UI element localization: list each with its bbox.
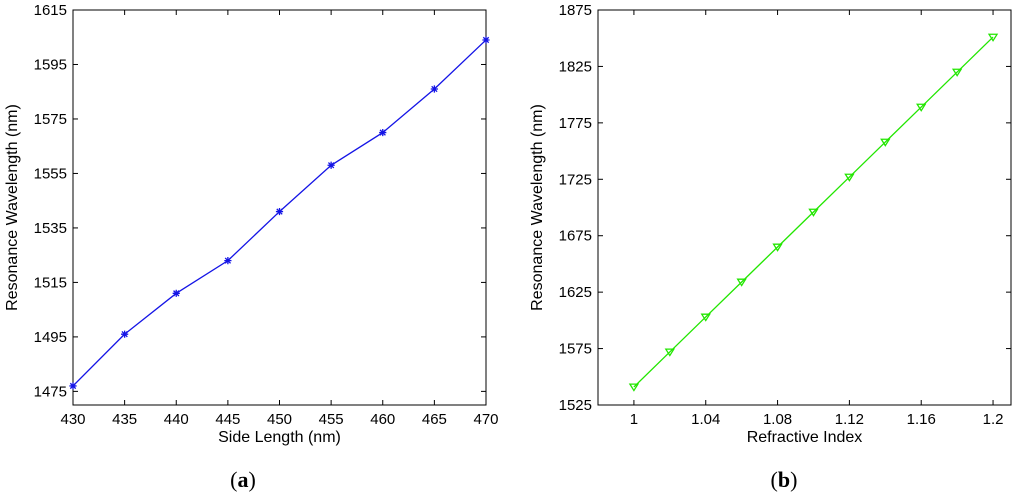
data-point-marker [121, 330, 129, 338]
x-tick-label: 455 [319, 411, 344, 428]
x-axis-label: Side Length (nm) [218, 429, 341, 446]
data-point-marker [951, 68, 963, 77]
data-point-marker [844, 173, 855, 182]
chart-panel-b: 1 1.04 1.08 1.12 1.16 1.2 1525 1575 1625 1675 1725… [529, 2, 1012, 492]
data-point-marker [628, 383, 640, 392]
y-tick-label: 1575 [34, 111, 67, 128]
series-line [633, 36, 994, 388]
data-point-marker [482, 36, 490, 44]
x-tick-label: 450 [267, 411, 292, 428]
y-tick-label: 1675 [559, 228, 592, 245]
x-tick-label: 445 [215, 411, 240, 428]
data-point-marker [700, 313, 711, 322]
y-tick-label: 1535 [34, 220, 67, 237]
x-tick-label: 440 [164, 411, 189, 428]
y-tick-label: 1515 [34, 274, 67, 291]
data-point-marker [172, 289, 180, 297]
y-tick-label: 1525 [559, 397, 592, 414]
y-axis-label: Resonance Wavelength (nm) [4, 104, 21, 311]
data-point-marker [224, 257, 232, 265]
chart-panel-a: 430 435 440 445 450 455 460 465 470 1475 1495 1515 1… [4, 2, 499, 492]
x-tick-label: 1.08 [763, 411, 792, 428]
plot-area-frame [597, 9, 1012, 406]
data-point-marker [327, 161, 335, 169]
y-tick-label: 1725 [559, 171, 592, 188]
x-axis-label: Refractive Index [747, 429, 863, 446]
x-tick-label: 1.04 [691, 411, 720, 428]
x-tick-label: 1.2 [983, 411, 1004, 428]
data-point-marker [275, 207, 284, 216]
x-tick-label: 1.12 [835, 411, 864, 428]
panel-caption: (a) [230, 467, 256, 492]
y-tick-label: 1775 [559, 115, 592, 132]
data-point-marker [808, 208, 819, 217]
y-tick-label: 1575 [559, 341, 592, 358]
y-tick-label: 1875 [559, 2, 592, 19]
x-tick-label: 430 [60, 411, 85, 428]
x-tick-label: 460 [370, 411, 395, 428]
y-tick-label: 1475 [34, 383, 67, 400]
y-tick-label: 1495 [34, 329, 67, 346]
y-tick-label: 1625 [559, 284, 592, 301]
plot-area-frame [72, 9, 487, 406]
x-tick-label: 1.16 [907, 411, 936, 428]
data-point-marker [379, 128, 387, 137]
data-point-marker [664, 348, 675, 357]
data-point-marker [916, 103, 927, 112]
panel-caption: (b) [771, 467, 798, 492]
data-point-marker [987, 33, 999, 42]
data-point-marker [430, 85, 438, 93]
y-tick-label: 1615 [34, 2, 67, 19]
y-axis-label: Resonance Wavelength (nm) [529, 104, 546, 311]
data-point-marker [69, 382, 77, 390]
data-point-marker [736, 278, 747, 287]
x-tick-label: 435 [112, 411, 137, 428]
x-tick-label: 470 [473, 411, 498, 428]
data-point-marker [880, 138, 891, 147]
y-tick-label: 1595 [34, 56, 67, 73]
x-tick-label: 465 [422, 411, 447, 428]
x-tick-label: 1 [630, 411, 638, 428]
y-tick-label: 1555 [34, 165, 67, 182]
data-point-marker [772, 243, 783, 252]
y-tick-label: 1825 [559, 58, 592, 75]
